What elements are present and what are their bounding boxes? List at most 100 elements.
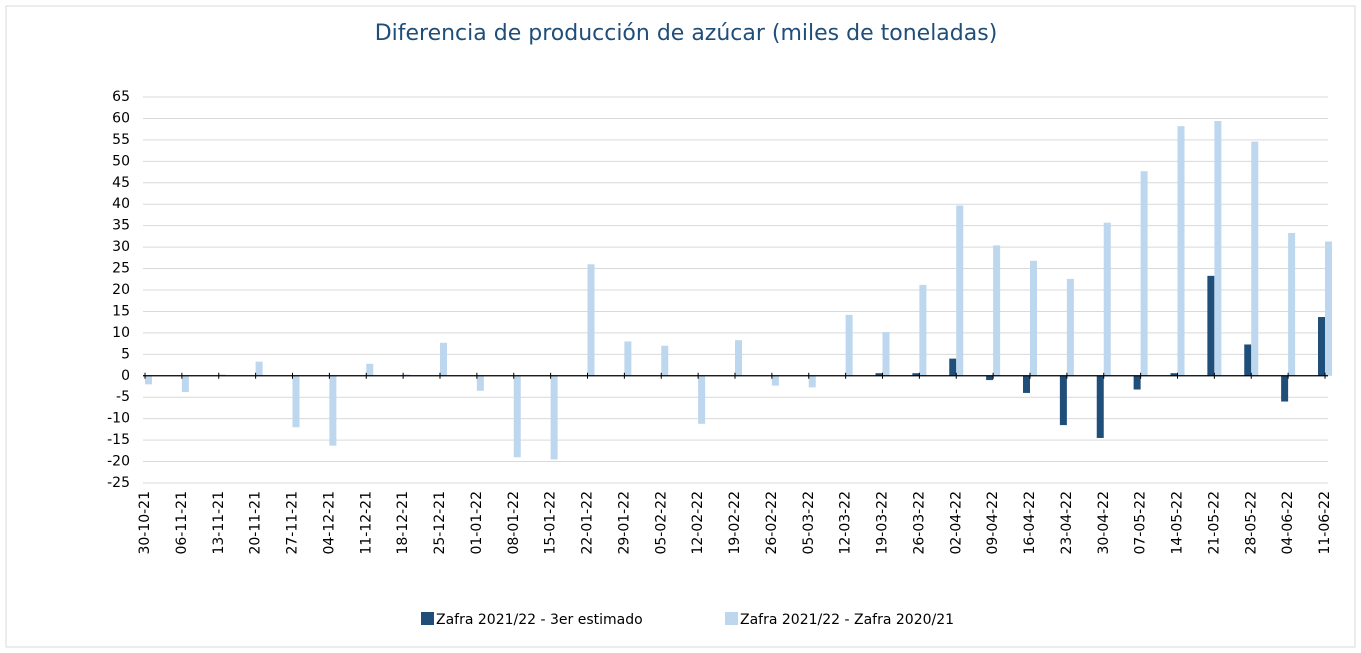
y-tick-label: 55 [112,132,130,148]
bar [1170,373,1178,376]
bar [993,245,1001,376]
bar [1066,278,1074,376]
legend-swatch [421,612,434,625]
y-tick-label: 0 [121,368,130,384]
bar [912,373,920,376]
bar [1096,375,1104,438]
y-tick-label: 60 [112,110,130,126]
bar [366,363,374,376]
y-tick-label: 45 [112,175,130,191]
x-tick-label: 11-06-22 [1317,491,1333,555]
bar [550,375,558,460]
chart-frame [5,5,1356,648]
bar [698,375,706,424]
bar [329,375,337,446]
x-tick-label: 02-04-22 [948,491,964,555]
bar [845,314,853,376]
bar [1177,126,1185,376]
bar [735,340,742,376]
x-tick-label: 09-04-22 [985,491,1001,555]
bar [986,375,994,381]
bar [1030,260,1037,376]
bar [919,284,927,376]
bar [1251,141,1259,376]
y-tick-label: 40 [112,196,130,212]
y-tick-label: 5 [121,346,130,362]
x-tick-label: 13-11-21 [211,491,227,555]
x-tick-label: 05-02-22 [653,491,669,555]
x-tick-label: 26-03-22 [911,491,927,555]
bar [1133,375,1141,390]
x-tick-label: 27-11-21 [285,491,301,555]
x-tick-label: 18-12-21 [395,491,411,555]
bar [882,332,890,376]
bar [1103,222,1111,376]
bar [1059,375,1067,426]
y-tick-label: -25 [107,475,130,491]
x-tick-label: 28-05-22 [1243,491,1259,555]
y-tick-label: 50 [112,153,130,169]
x-tick-label: 01-01-22 [469,491,485,555]
bar [771,375,779,386]
x-tick-label: 22-01-22 [580,491,596,555]
bar [1281,375,1289,402]
x-tick-label: 26-02-22 [764,491,780,555]
bar [181,375,189,393]
chart-title: Diferencia de producción de azúcar (mile… [375,21,998,46]
bar [949,358,957,376]
bar [1288,232,1296,376]
x-tick-label: 14-05-22 [1170,491,1186,555]
bar [1325,241,1332,376]
legend-swatch [725,612,738,625]
y-tick-label: -10 [107,411,130,427]
bar [513,375,521,458]
x-tick-label: 15-01-22 [543,491,559,555]
x-tick-label: 23-04-22 [1059,491,1075,555]
bar [1244,344,1252,376]
x-tick-label: 07-05-22 [1133,491,1149,555]
legend-label: Zafra 2021/22 - 3er estimado [436,612,643,628]
bar [403,374,411,376]
bar [1140,171,1148,376]
x-tick-label: 25-12-21 [432,491,448,555]
bar [808,375,816,388]
bar [1207,275,1215,376]
bar [440,342,447,376]
x-tick-label: 19-02-22 [727,491,743,555]
bar [956,205,964,376]
y-tick-label: -5 [116,389,130,405]
x-tick-label: 06-11-21 [174,491,190,555]
y-tick-label: 25 [112,261,130,277]
y-tick-label: 10 [112,325,130,341]
bar [218,374,226,376]
y-tick-label: 30 [112,239,130,255]
bar [476,375,484,391]
legend-label: Zafra 2021/22 - Zafra 2020/21 [740,612,954,628]
y-tick-label: 65 [112,89,130,105]
bar [145,375,152,385]
y-tick-label: -15 [107,432,130,448]
x-tick-label: 11-12-21 [358,491,374,555]
bar [292,375,300,428]
x-tick-label: 19-03-22 [875,491,891,555]
bar [875,373,883,376]
bar [624,341,632,376]
bar [1023,375,1030,393]
x-tick-label: 04-12-21 [321,491,337,555]
x-tick-label: 29-01-22 [616,491,632,555]
x-tick-label: 05-03-22 [801,491,817,555]
x-tick-label: 30-04-22 [1096,491,1112,555]
x-tick-label: 04-06-22 [1280,491,1296,555]
bar [1318,317,1325,376]
y-tick-label: 15 [112,303,130,319]
x-tick-label: 12-02-22 [690,491,706,555]
x-tick-label: 16-04-22 [1022,491,1038,555]
x-tick-label: 20-11-21 [248,491,264,555]
x-tick-label: 12-03-22 [838,491,854,555]
bar [255,361,263,376]
x-tick-label: 08-01-22 [506,491,522,555]
y-tick-label: -20 [107,454,130,470]
x-tick-label: 21-05-22 [1206,491,1222,555]
bar [587,264,595,376]
